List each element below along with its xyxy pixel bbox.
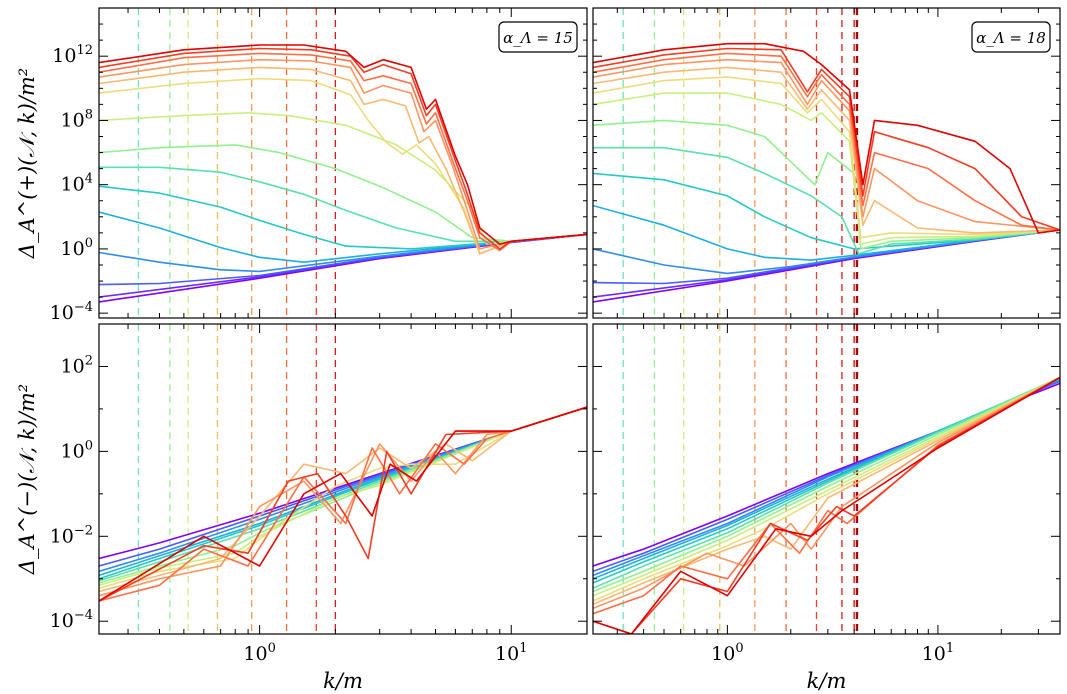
series-line-13 [99, 47, 587, 250]
series-line-5 [99, 185, 587, 250]
y-tick-label: 100 [61, 438, 93, 462]
ticks [593, 7, 1060, 318]
series-line-10 [593, 376, 1060, 610]
series-line-8 [593, 376, 1060, 602]
panel-bottom-right: 100 101 k/m [592, 323, 1061, 693]
series-line-4 [593, 377, 1060, 584]
ticks [593, 323, 1060, 634]
ticks [99, 323, 588, 634]
y-axis-label: Δ_A^(+)(𝒩, k)/m² [15, 68, 39, 259]
y-axis-label: Δ_A^(−)(𝒩, k)/m² [15, 384, 39, 575]
series-line-3 [99, 406, 587, 577]
series-line-11 [99, 406, 587, 602]
y-tick-label: 10−4 [50, 608, 93, 632]
panel-top-right: α_Λ = 18 [592, 7, 1061, 319]
series-line-7 [99, 406, 587, 587]
series-line-13 [99, 406, 587, 602]
series-line-6 [99, 166, 587, 243]
axes-frame [592, 7, 1061, 319]
x-tick-label: 101 [922, 641, 954, 665]
series-line-8 [593, 92, 1060, 245]
x-tick-label: 100 [243, 641, 275, 665]
series-line-7 [99, 144, 587, 243]
series-line-6 [593, 376, 1060, 593]
x-tick-label: 101 [495, 641, 527, 665]
series-line-10 [99, 66, 587, 255]
series-line-9 [593, 76, 1060, 239]
series-line-12 [99, 52, 587, 252]
axes-frame [592, 323, 1061, 635]
series-line-1 [99, 233, 587, 298]
series-line-13 [593, 376, 1060, 634]
series-line-14 [593, 42, 1060, 234]
series-line-12 [99, 406, 587, 602]
annotation-label: α_Λ = 18 [976, 29, 1046, 47]
series-line-11 [99, 58, 587, 250]
series-line-9 [99, 406, 587, 593]
series-line-5 [593, 376, 1060, 589]
y-tick-label: 104 [61, 172, 93, 196]
y-tick-label: 10−2 [50, 523, 93, 547]
series-line-7 [593, 376, 1060, 597]
y-tick-label: 1012 [52, 43, 93, 67]
series-line-4 [593, 204, 1060, 261]
series-line-9 [99, 77, 587, 255]
series-line-9 [593, 376, 1060, 606]
series-line-14 [99, 44, 587, 245]
ticks [99, 7, 588, 318]
x-axis-label: k/m [323, 669, 363, 693]
series-line-10 [593, 66, 1060, 234]
panel-bottom-left: 10−4 10−2 100 102 100 101 k/m Δ_A^(−)(𝒩, k)/m² [15, 323, 588, 693]
series-line-2 [99, 406, 587, 573]
series-group [99, 44, 587, 303]
series-group [99, 406, 587, 602]
axes-frame [98, 323, 588, 635]
series-line-4 [99, 406, 587, 580]
series-line-11 [593, 58, 1060, 231]
series-group [593, 42, 1060, 303]
series-group [593, 376, 1060, 634]
annotation-label: α_Λ = 15 [503, 29, 573, 47]
y-tick-label: 10−4 [50, 300, 93, 324]
y-tick-label: 108 [61, 107, 93, 131]
series-line-0 [593, 229, 1060, 303]
series-line-8 [99, 112, 587, 245]
series-line-4 [99, 211, 587, 263]
y-tick-label: 100 [61, 236, 93, 260]
x-tick-label: 100 [711, 641, 743, 665]
series-line-5 [593, 172, 1060, 250]
axes-frame [98, 7, 588, 319]
annotation-box [498, 21, 578, 53]
series-line-13 [593, 47, 1060, 231]
series-line-12 [593, 52, 1060, 231]
panel-top-left: 10−4 100 104 108 1012 Δ_A^(+)(𝒩, k)/m² α_Λ = 1… [15, 7, 588, 324]
series-line-10 [99, 406, 587, 597]
x-axis-label: k/m [807, 669, 847, 693]
series-line-7 [593, 119, 1060, 250]
y-tick-label: 102 [61, 353, 93, 377]
vlines [622, 8, 859, 318]
vlines [137, 324, 337, 634]
annotation-box [971, 21, 1051, 53]
series-line-6 [593, 146, 1060, 255]
series-line-3 [99, 233, 587, 273]
